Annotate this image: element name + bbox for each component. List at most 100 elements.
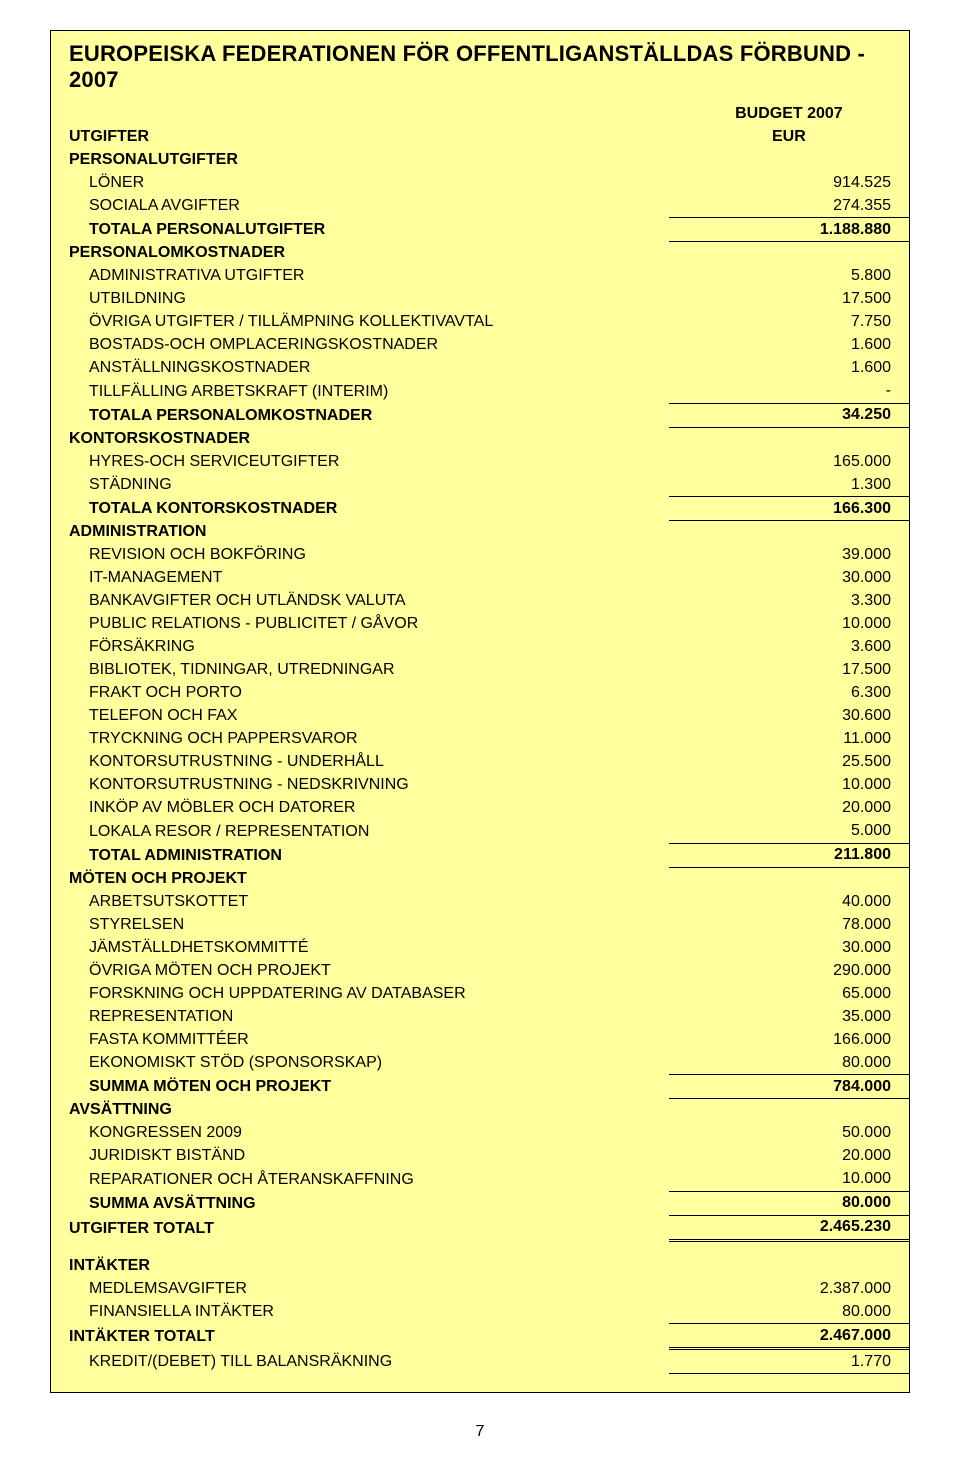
row-forskning: FORSKNING OCH UPPDATERING AV DATABASER65… xyxy=(51,982,909,1005)
row-sum-moten: SUMMA MÖTEN OCH PROJEKT784.000 xyxy=(51,1075,909,1099)
row-utgifter-totalt: UTGIFTER TOTALT2.465.230 xyxy=(51,1215,909,1240)
row-personalomkostnader: PERSONALOMKOSTNADER xyxy=(51,242,909,265)
revision-label: REVISION OCH BOKFÖRING xyxy=(51,544,669,567)
col-currency: EUR xyxy=(669,125,909,148)
nedskrivning-value: 10.000 xyxy=(669,774,909,797)
finans-label: FINANSIELLA INTÄKTER xyxy=(51,1300,669,1324)
telefon-label: TELEFON OCH FAX xyxy=(51,705,669,728)
row-jamstalld: JÄMSTÄLLDHETSKOMMITTÉ30.000 xyxy=(51,936,909,959)
row-tot-personalutgifter: TOTALA PERSONALUTGIFTER1.188.880 xyxy=(51,218,909,242)
medlems-value: 2.387.000 xyxy=(669,1277,909,1300)
row-moten: MÖTEN OCH PROJEKT xyxy=(51,867,909,890)
representation-value: 35.000 xyxy=(669,1005,909,1028)
row-tot-personalomk: TOTALA PERSONALOMKOSTNADER34.250 xyxy=(51,403,909,427)
ovriga-utg-label: ÖVRIGA UTGIFTER / TILLÄMPNING KOLLEKTIVA… xyxy=(51,311,669,334)
row-kongress: KONGRESSEN 200950.000 xyxy=(51,1122,909,1145)
row-pr: PUBLIC RELATIONS - PUBLICITET / GÅVOR10.… xyxy=(51,613,909,636)
sum-moten-value: 784.000 xyxy=(669,1075,909,1099)
sociala-label: SOCIALA AVGIFTER xyxy=(51,194,669,218)
row-itmgmt: IT-MANAGEMENT30.000 xyxy=(51,567,909,590)
row-telefon: TELEFON OCH FAX30.600 xyxy=(51,705,909,728)
page: EUROPEISKA FEDERATIONEN FÖR OFFENTLIGANS… xyxy=(0,0,960,1481)
tot-kontor-label: TOTALA KONTORSKOSTNADER xyxy=(51,497,669,521)
bostads-label: BOSTADS-OCH OMPLACERINGSKOSTNADER xyxy=(51,334,669,357)
ekonstod-label: EKONOMISKT STÖD (SPONSORSKAP) xyxy=(51,1051,669,1075)
forsakring-value: 3.600 xyxy=(669,636,909,659)
jamstalld-value: 30.000 xyxy=(669,936,909,959)
adm-utgifter-value: 5.800 xyxy=(669,265,909,288)
row-bankavg: BANKAVGIFTER OCH UTLÄNDSK VALUTA3.300 xyxy=(51,590,909,613)
administration-label: ADMINISTRATION xyxy=(51,521,669,544)
adm-utgifter-label: ADMINISTRATIVA UTGIFTER xyxy=(51,265,669,288)
pr-label: PUBLIC RELATIONS - PUBLICITET / GÅVOR xyxy=(51,613,669,636)
row-frakt: FRAKT OCH PORTO6.300 xyxy=(51,682,909,705)
moten-label: MÖTEN OCH PROJEKT xyxy=(51,867,669,890)
tot-personalutgifter-label: TOTALA PERSONALUTGIFTER xyxy=(51,218,669,242)
row-juridiskt: JURIDISKT BISTÄND20.000 xyxy=(51,1145,909,1168)
row-tot-admin: TOTAL ADMINISTRATION211.800 xyxy=(51,843,909,867)
juridiskt-value: 20.000 xyxy=(669,1145,909,1168)
itmgmt-value: 30.000 xyxy=(669,567,909,590)
hyres-label: HYRES-OCH SERVICEUTGIFTER xyxy=(51,450,669,473)
personalutgifter-label: PERSONALUTGIFTER xyxy=(51,148,669,171)
intakter-tot-value: 2.467.000 xyxy=(669,1324,909,1349)
underhall-value: 25.500 xyxy=(669,751,909,774)
utgifter-label: UTGIFTER xyxy=(51,125,669,148)
nedskrivning-label: KONTORSUTRUSTNING - NEDSKRIVNING xyxy=(51,774,669,797)
intakter-tot-label: INTÄKTER TOTALT xyxy=(51,1324,669,1349)
personalomkostnader-label: PERSONALOMKOSTNADER xyxy=(51,242,669,265)
row-fasta: FASTA KOMMITTÉER166.000 xyxy=(51,1028,909,1051)
spacer-row xyxy=(51,1240,909,1254)
reparationer-value: 10.000 xyxy=(669,1168,909,1192)
row-ovriga-moten: ÖVRIGA MÖTEN OCH PROJEKT290.000 xyxy=(51,959,909,982)
page-title: EUROPEISKA FEDERATIONEN FÖR OFFENTLIGANS… xyxy=(51,31,909,102)
jamstalld-label: JÄMSTÄLLDHETSKOMMITTÉ xyxy=(51,936,669,959)
styrelsen-value: 78.000 xyxy=(669,913,909,936)
reparationer-label: REPARATIONER OCH ÅTERANSKAFFNING xyxy=(51,1168,669,1192)
stadning-label: STÄDNING xyxy=(51,473,669,497)
row-intakter: INTÄKTER xyxy=(51,1254,909,1277)
frakt-value: 6.300 xyxy=(669,682,909,705)
lokala-label: LOKALA RESOR / REPRESENTATION xyxy=(51,820,669,844)
page-number: 7 xyxy=(50,1423,910,1441)
kredit-label: KREDIT/(DEBET) TILL BALANSRÄKNING xyxy=(51,1349,669,1374)
fasta-label: FASTA KOMMITTÉER xyxy=(51,1028,669,1051)
row-underhall: KONTORSUTRUSTNING - UNDERHÅLL25.500 xyxy=(51,751,909,774)
tryckning-value: 11.000 xyxy=(669,728,909,751)
row-revision: REVISION OCH BOKFÖRING39.000 xyxy=(51,544,909,567)
row-styrelsen: STYRELSEN78.000 xyxy=(51,913,909,936)
stadning-value: 1.300 xyxy=(669,473,909,497)
kongress-label: KONGRESSEN 2009 xyxy=(51,1122,669,1145)
pr-value: 10.000 xyxy=(669,613,909,636)
avsattning-label: AVSÄTTNING xyxy=(51,1099,669,1122)
bostads-value: 1.600 xyxy=(669,334,909,357)
ovriga-moten-label: ÖVRIGA MÖTEN OCH PROJEKT xyxy=(51,959,669,982)
arbetsutskott-label: ARBETSUTSKOTTET xyxy=(51,890,669,913)
medlems-label: MEDLEMSAVGIFTER xyxy=(51,1277,669,1300)
bankavg-value: 3.300 xyxy=(669,590,909,613)
fasta-value: 166.000 xyxy=(669,1028,909,1051)
tillfalling-value: - xyxy=(669,380,909,404)
loner-label: LÖNER xyxy=(51,171,669,194)
tryckning-label: TRYCKNING OCH PAPPERSVAROR xyxy=(51,728,669,751)
juridiskt-label: JURIDISKT BISTÄND xyxy=(51,1145,669,1168)
telefon-value: 30.600 xyxy=(669,705,909,728)
forskning-label: FORSKNING OCH UPPDATERING AV DATABASER xyxy=(51,982,669,1005)
sum-moten-label: SUMMA MÖTEN OCH PROJEKT xyxy=(51,1075,669,1099)
forskning-value: 65.000 xyxy=(669,982,909,1005)
row-arbetsutskott: ARBETSUTSKOTTET40.000 xyxy=(51,890,909,913)
styrelsen-label: STYRELSEN xyxy=(51,913,669,936)
row-anstallning: ANSTÄLLNINGSKOSTNADER1.600 xyxy=(51,357,909,380)
row-inkop: INKÖP AV MÖBLER OCH DATORER20.000 xyxy=(51,797,909,820)
row-kontorskostnader: KONTORSKOSTNADER xyxy=(51,427,909,450)
row-medlems: MEDLEMSAVGIFTER2.387.000 xyxy=(51,1277,909,1300)
row-utgifter: UTGIFTER EUR xyxy=(51,125,909,148)
finans-value: 80.000 xyxy=(669,1300,909,1324)
tot-personalomk-label: TOTALA PERSONALOMKOSTNADER xyxy=(51,403,669,427)
revision-value: 39.000 xyxy=(669,544,909,567)
tot-personalomk-value: 34.250 xyxy=(669,403,909,427)
row-tillfalling: TILLFÄLLING ARBETSKRAFT (INTERIM)- xyxy=(51,380,909,404)
budget-table: BUDGET 2007 UTGIFTER EUR PERSONALUTGIFTE… xyxy=(51,102,909,1374)
row-nedskrivning: KONTORSUTRUSTNING - NEDSKRIVNING10.000 xyxy=(51,774,909,797)
budget-sheet: EUROPEISKA FEDERATIONEN FÖR OFFENTLIGANS… xyxy=(50,30,910,1393)
